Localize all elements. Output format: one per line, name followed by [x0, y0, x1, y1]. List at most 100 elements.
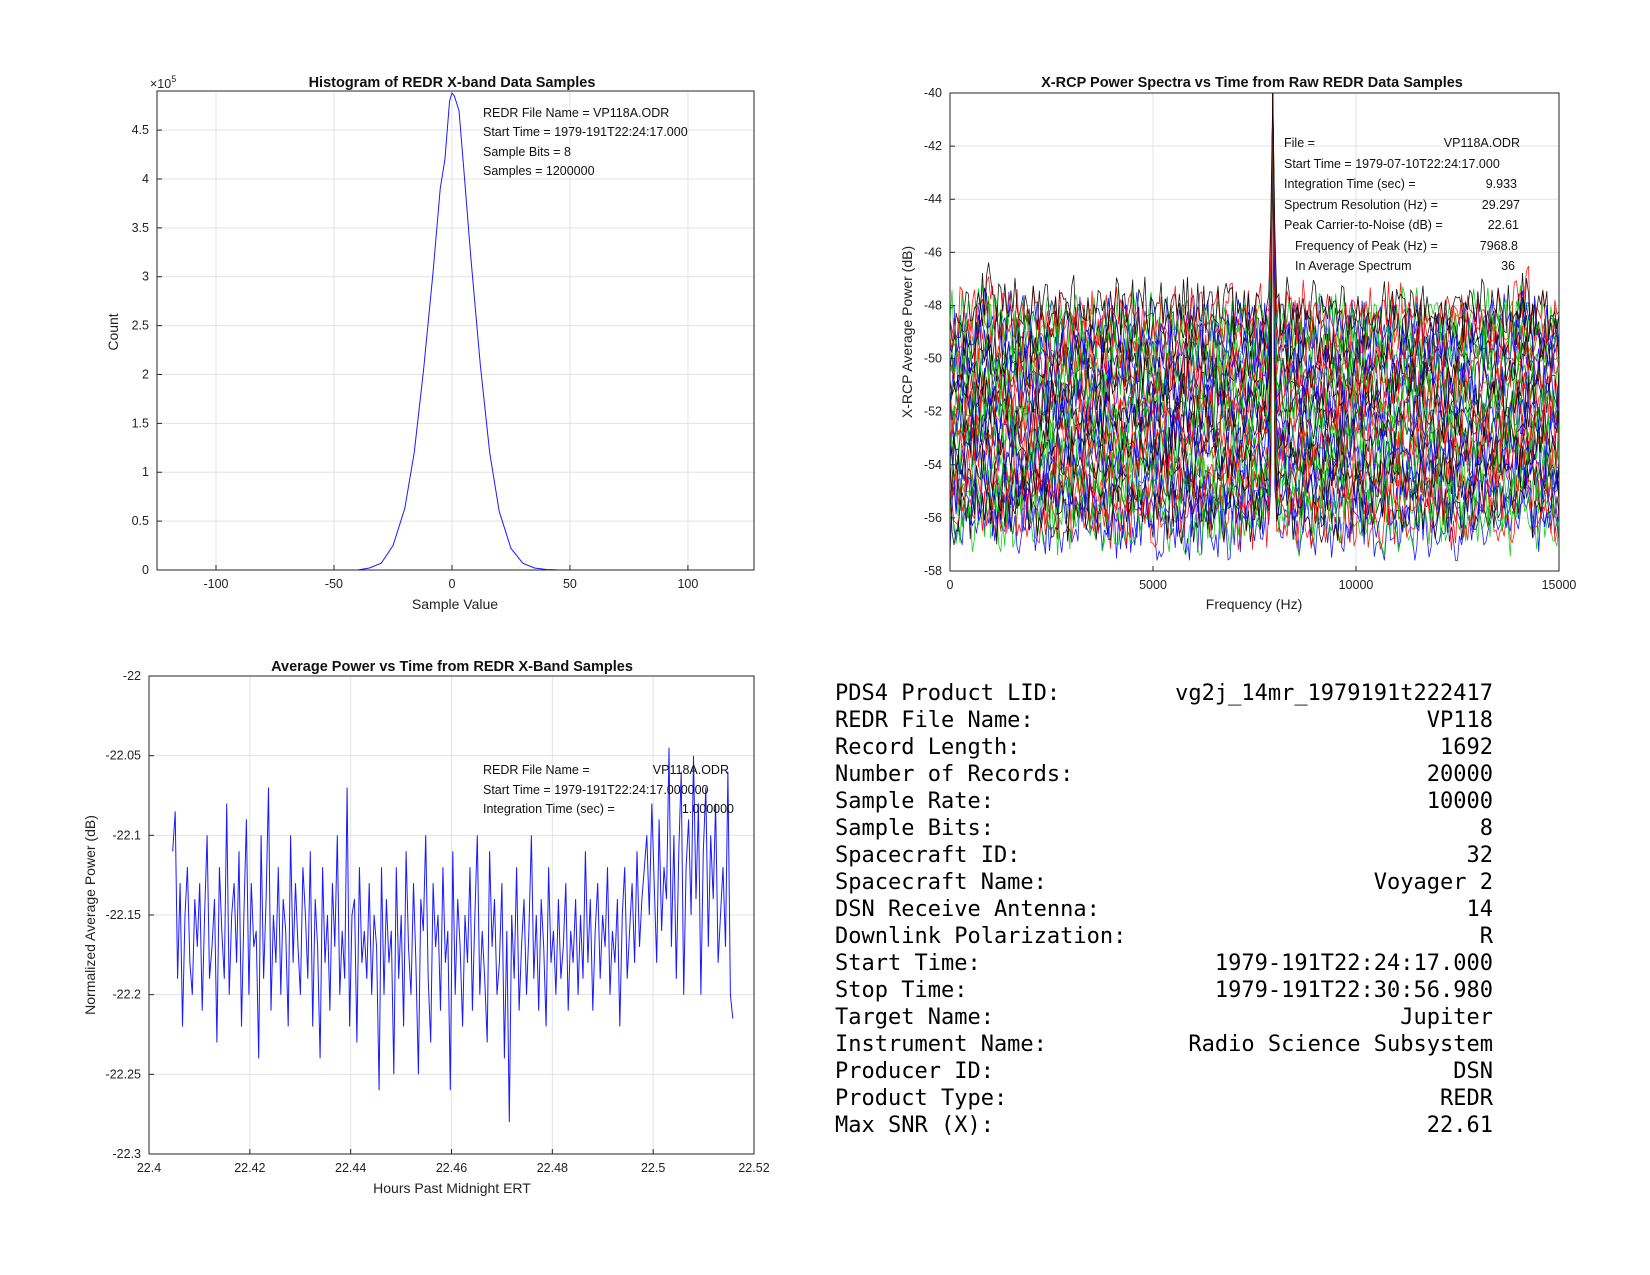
histogram-xlabel: Sample Value	[412, 596, 498, 612]
spectra-ytick-label: -44	[924, 192, 942, 206]
spectra-annotation-value: 7968.8	[1480, 239, 1518, 253]
summary-row: Instrument Name: Radio Science Subsystem	[835, 1031, 1493, 1058]
spectra-chart: X-RCP Power Spectra vs Time from Raw RED…	[899, 75, 1576, 612]
histogram-ytick-label: 2	[142, 367, 149, 381]
spectra-annotation: File = VP118A.ODR Start Time = 1979-07-1…	[1284, 136, 1520, 273]
summary-row: Target Name: Jupiter	[835, 1004, 1493, 1031]
spectra-annotation-label: Peak Carrier-to-Noise (dB) =	[1284, 218, 1443, 232]
spectra-annotation-label: Integration Time (sec) =	[1284, 177, 1416, 191]
histogram-xtick-label: 100	[677, 577, 698, 591]
power-ytick-label: -22.1	[113, 828, 142, 842]
summary-label: PDS4 Product LID:	[835, 681, 1061, 706]
summary-row: Spacecraft Name: Voyager 2	[835, 869, 1493, 896]
summary-label: Instrument Name:	[835, 1032, 1047, 1057]
summary-row: Record Length: 1692	[835, 734, 1493, 761]
histogram-ytick-label: 1.5	[132, 416, 149, 430]
spectra-ytick-label: -40	[924, 86, 942, 100]
summary-value: Radio Science Subsystem	[1188, 1032, 1493, 1057]
power-line	[172, 747, 734, 1123]
spectrum-line	[949, 92, 1560, 463]
spectra-title: X-RCP Power Spectra vs Time from Raw RED…	[1041, 75, 1463, 91]
power-annotation: REDR File Name = VP118A.ODR Start Time =…	[483, 763, 734, 816]
summary-value: 14	[1466, 897, 1494, 922]
summary-label: Stop Time:	[835, 978, 968, 1003]
spectra-frame	[949, 92, 1560, 572]
spectra-annotation-value: 36	[1501, 259, 1515, 273]
summary-value: Voyager 2	[1373, 870, 1493, 895]
summary-value: 1979-191T22:24:17.000	[1214, 951, 1493, 976]
power-xtick-label: 22.46	[436, 1161, 467, 1175]
histogram-curve	[357, 91, 570, 571]
summary-row: Start Time: 1979-191T22:24:17.000	[835, 950, 1493, 977]
spectra-xtick-label: 5000	[1139, 578, 1167, 592]
summary-row: Max SNR (X): 22.61	[835, 1112, 1493, 1139]
spectra-ytick-label: -48	[924, 298, 942, 312]
product-summary-table: PDS4 Product LID: vg2j_14mr_1979191t22241…	[835, 680, 1493, 1139]
spectrum-line	[949, 92, 1560, 369]
power-xtick-label: 22.52	[738, 1161, 769, 1175]
spectra-ytick-label: -42	[924, 139, 942, 153]
summary-value: R	[1479, 924, 1493, 949]
spectra-annotation-label: Spectrum Resolution (Hz) =	[1284, 198, 1438, 212]
summary-value: vg2j_14mr_1979191t222417	[1175, 681, 1493, 706]
summary-label: Record Length:	[835, 735, 1021, 760]
summary-value: 22.61	[1426, 1113, 1493, 1138]
summary-label: Product Type:	[835, 1086, 1008, 1111]
power-ylabel: Normalized Average Power (dB)	[82, 815, 98, 1015]
histogram-xtick-label: -50	[325, 577, 343, 591]
power-frame	[148, 675, 755, 1155]
power-ytick-label: -22.2	[113, 988, 142, 1002]
spectrum-line	[949, 92, 1560, 476]
spectra-annotation-label: Frequency of Peak (Hz) =	[1295, 239, 1438, 253]
summary-value: 1979-191T22:30:56.980	[1214, 978, 1493, 1003]
histogram-chart: Histogram of REDR X-band Data Samples -1…	[105, 74, 755, 612]
power-annotation-label: Start Time = 1979-191T22:24:17.000000	[483, 783, 709, 797]
spectrum-line	[949, 92, 1560, 363]
spectra-xlabel: Frequency (Hz)	[1206, 596, 1302, 612]
histogram-ytick-label: 0.5	[132, 514, 149, 528]
power-xtick-label: 22.48	[537, 1161, 568, 1175]
spectra-annotation-value: 9.933	[1486, 177, 1517, 191]
spectra-ytick-label: -46	[924, 245, 942, 259]
spectra-annotation-label: In Average Spectrum	[1295, 259, 1412, 273]
summary-row: Stop Time: 1979-191T22:30:56.980	[835, 977, 1493, 1004]
summary-row: PDS4 Product LID: vg2j_14mr_1979191t22241…	[835, 680, 1493, 707]
summary-value: 10000	[1426, 789, 1493, 814]
histogram-ylabel: Count	[105, 313, 121, 350]
summary-value: VP118	[1426, 708, 1493, 733]
summary-row: REDR File Name: VP118	[835, 707, 1493, 734]
summary-row: Product Type: REDR	[835, 1085, 1493, 1112]
summary-value: 1692	[1440, 735, 1493, 760]
power-ytick-label: -22.15	[106, 908, 141, 922]
histogram-grid	[157, 91, 754, 571]
spectra-annotation-value: VP118A.ODR	[1444, 136, 1520, 150]
histogram-ytick-label: 1	[142, 465, 149, 479]
summary-label: Number of Records:	[835, 762, 1074, 787]
summary-label: Spacecraft Name:	[835, 870, 1047, 895]
summary-label: Sample Bits:	[835, 816, 994, 841]
histogram-annotation-line: Start Time = 1979-191T22:24:17.000	[483, 125, 688, 139]
summary-row: Sample Rate: 10000	[835, 788, 1493, 815]
histogram-title: Histogram of REDR X-band Data Samples	[309, 75, 596, 91]
spectra-xtick-label: 10000	[1339, 578, 1374, 592]
spectra-xtick-label: 15000	[1542, 578, 1577, 592]
summary-value: Jupiter	[1400, 1005, 1493, 1030]
spectra-ytick-label: -50	[924, 352, 942, 366]
histogram-annotation-line: REDR File Name = VP118A.ODR	[483, 106, 669, 120]
spectrum-line	[949, 103, 1560, 526]
spectrum-line	[949, 92, 1560, 344]
spectra-ticks: 0 5000 10000 15000 -40 -42 -44 -46 -48 -50 -52 -54 -…	[924, 86, 1577, 592]
histogram-xtick-label: 0	[448, 577, 455, 591]
power-chart: Average Power vs Time from REDR X-Band S…	[82, 659, 770, 1196]
spectra-annotation-label: Start Time = 1979-07-10T22:24:17.000	[1284, 157, 1500, 171]
spectra-ylabel: X-RCP Average Power (dB)	[899, 246, 915, 418]
spectrum-line	[949, 92, 1560, 489]
power-title: Average Power vs Time from REDR X-Band S…	[271, 659, 633, 675]
histogram-ytick-label: 0	[142, 563, 149, 577]
spectra-xtick-label: 0	[947, 578, 954, 592]
histogram-ticks: -100 -50 0 50 100 0 0.5 1 1.5 2 2.5 3 3.5 4 4.5	[132, 123, 699, 591]
power-xtick-label: 22.42	[234, 1161, 265, 1175]
summary-row: Producer ID: DSN	[835, 1058, 1493, 1085]
histogram-xtick-label: -100	[203, 577, 228, 591]
